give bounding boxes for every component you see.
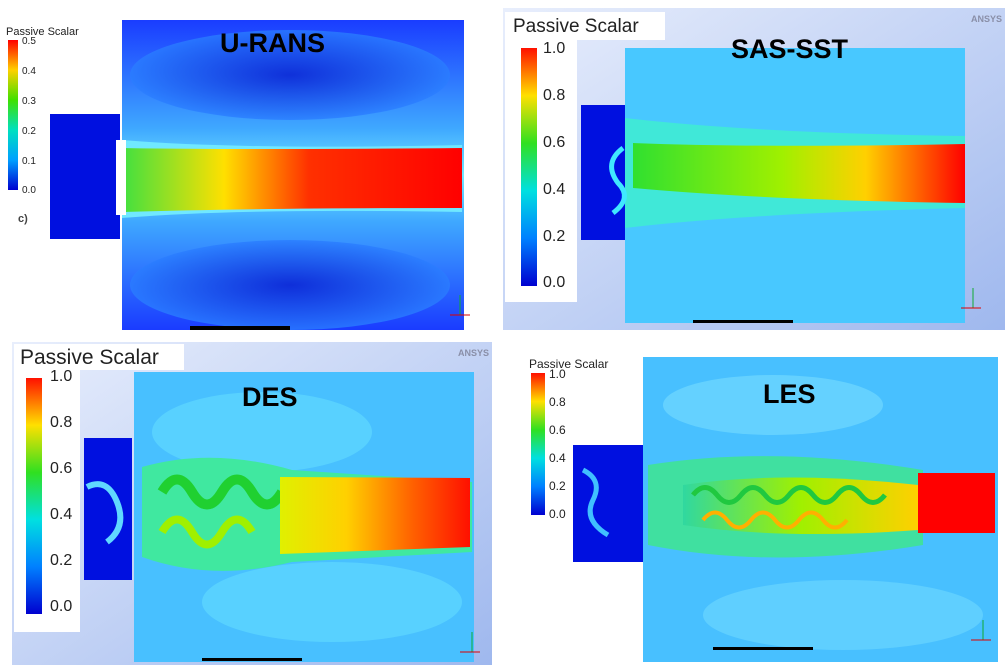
panel-des: Passive Scalar 1.0 0.8 0.6 0.4 0.2 0.0 A…: [12, 342, 492, 665]
les-tick: 0.4: [549, 451, 566, 465]
les-tick: 0.0: [549, 507, 566, 521]
urans-tick: 0.5: [22, 36, 36, 47]
sas-tick: 0.6: [543, 134, 566, 151]
les-tick: 0.6: [549, 423, 566, 437]
des-tick: 0.4: [50, 506, 73, 523]
des-tick: 0.6: [50, 460, 73, 477]
sas-contour: [503, 8, 1005, 330]
sas-tick: 0.4: [543, 181, 566, 198]
sas-colorbar-title: Passive Scalar: [513, 16, 639, 37]
urans-tick: 0.2: [22, 126, 36, 137]
urans-tick: 0.1: [22, 156, 36, 167]
urans-colorbar-title: Passive Scalar: [6, 26, 79, 38]
les-colorbar-title: Passive Scalar: [529, 357, 609, 371]
urans-tick: 0.0: [22, 185, 36, 196]
panel-urans: Passive Scalar 0.5 0.4 0.3 0.2 0.1 0.0 c…: [0, 0, 490, 335]
sas-tick: 0.0: [543, 274, 566, 291]
des-colorbar-title: Passive Scalar: [20, 346, 159, 369]
urans-contour: [8, 20, 470, 330]
sas-tick: 0.8: [543, 87, 566, 104]
les-tick: 1.0: [549, 367, 566, 381]
urans-title: U-RANS: [220, 28, 325, 58]
des-tick: 0.0: [50, 598, 73, 615]
des-title: DES: [242, 382, 298, 412]
subfigure-label: c): [18, 213, 28, 225]
les-tick: 0.2: [549, 479, 566, 493]
panel-sas-sst: Passive Scalar 1.0 0.8 0.6 0.4 0.2 0.0 A…: [503, 8, 1005, 330]
les-title: LES: [763, 379, 816, 409]
des-ansys-logo: ANSYS: [458, 348, 490, 358]
panel-les: Passive Scalar 1.0 0.8 0.6 0.4 0.2 0.0 L…: [523, 345, 1005, 665]
les-contour: [531, 357, 998, 662]
sas-tick: 0.2: [543, 228, 566, 245]
des-contour: [12, 342, 492, 665]
les-tick: 0.8: [549, 395, 566, 409]
urans-tick: 0.4: [22, 66, 36, 77]
sas-tick: 1.0: [543, 40, 566, 57]
des-tick: 0.8: [50, 414, 73, 431]
sas-title: SAS-SST: [731, 34, 849, 64]
des-tick: 0.2: [50, 552, 73, 569]
sas-ansys-logo: ANSYS: [971, 14, 1003, 24]
urans-tick: 0.3: [22, 96, 36, 107]
des-tick: 1.0: [50, 368, 73, 385]
